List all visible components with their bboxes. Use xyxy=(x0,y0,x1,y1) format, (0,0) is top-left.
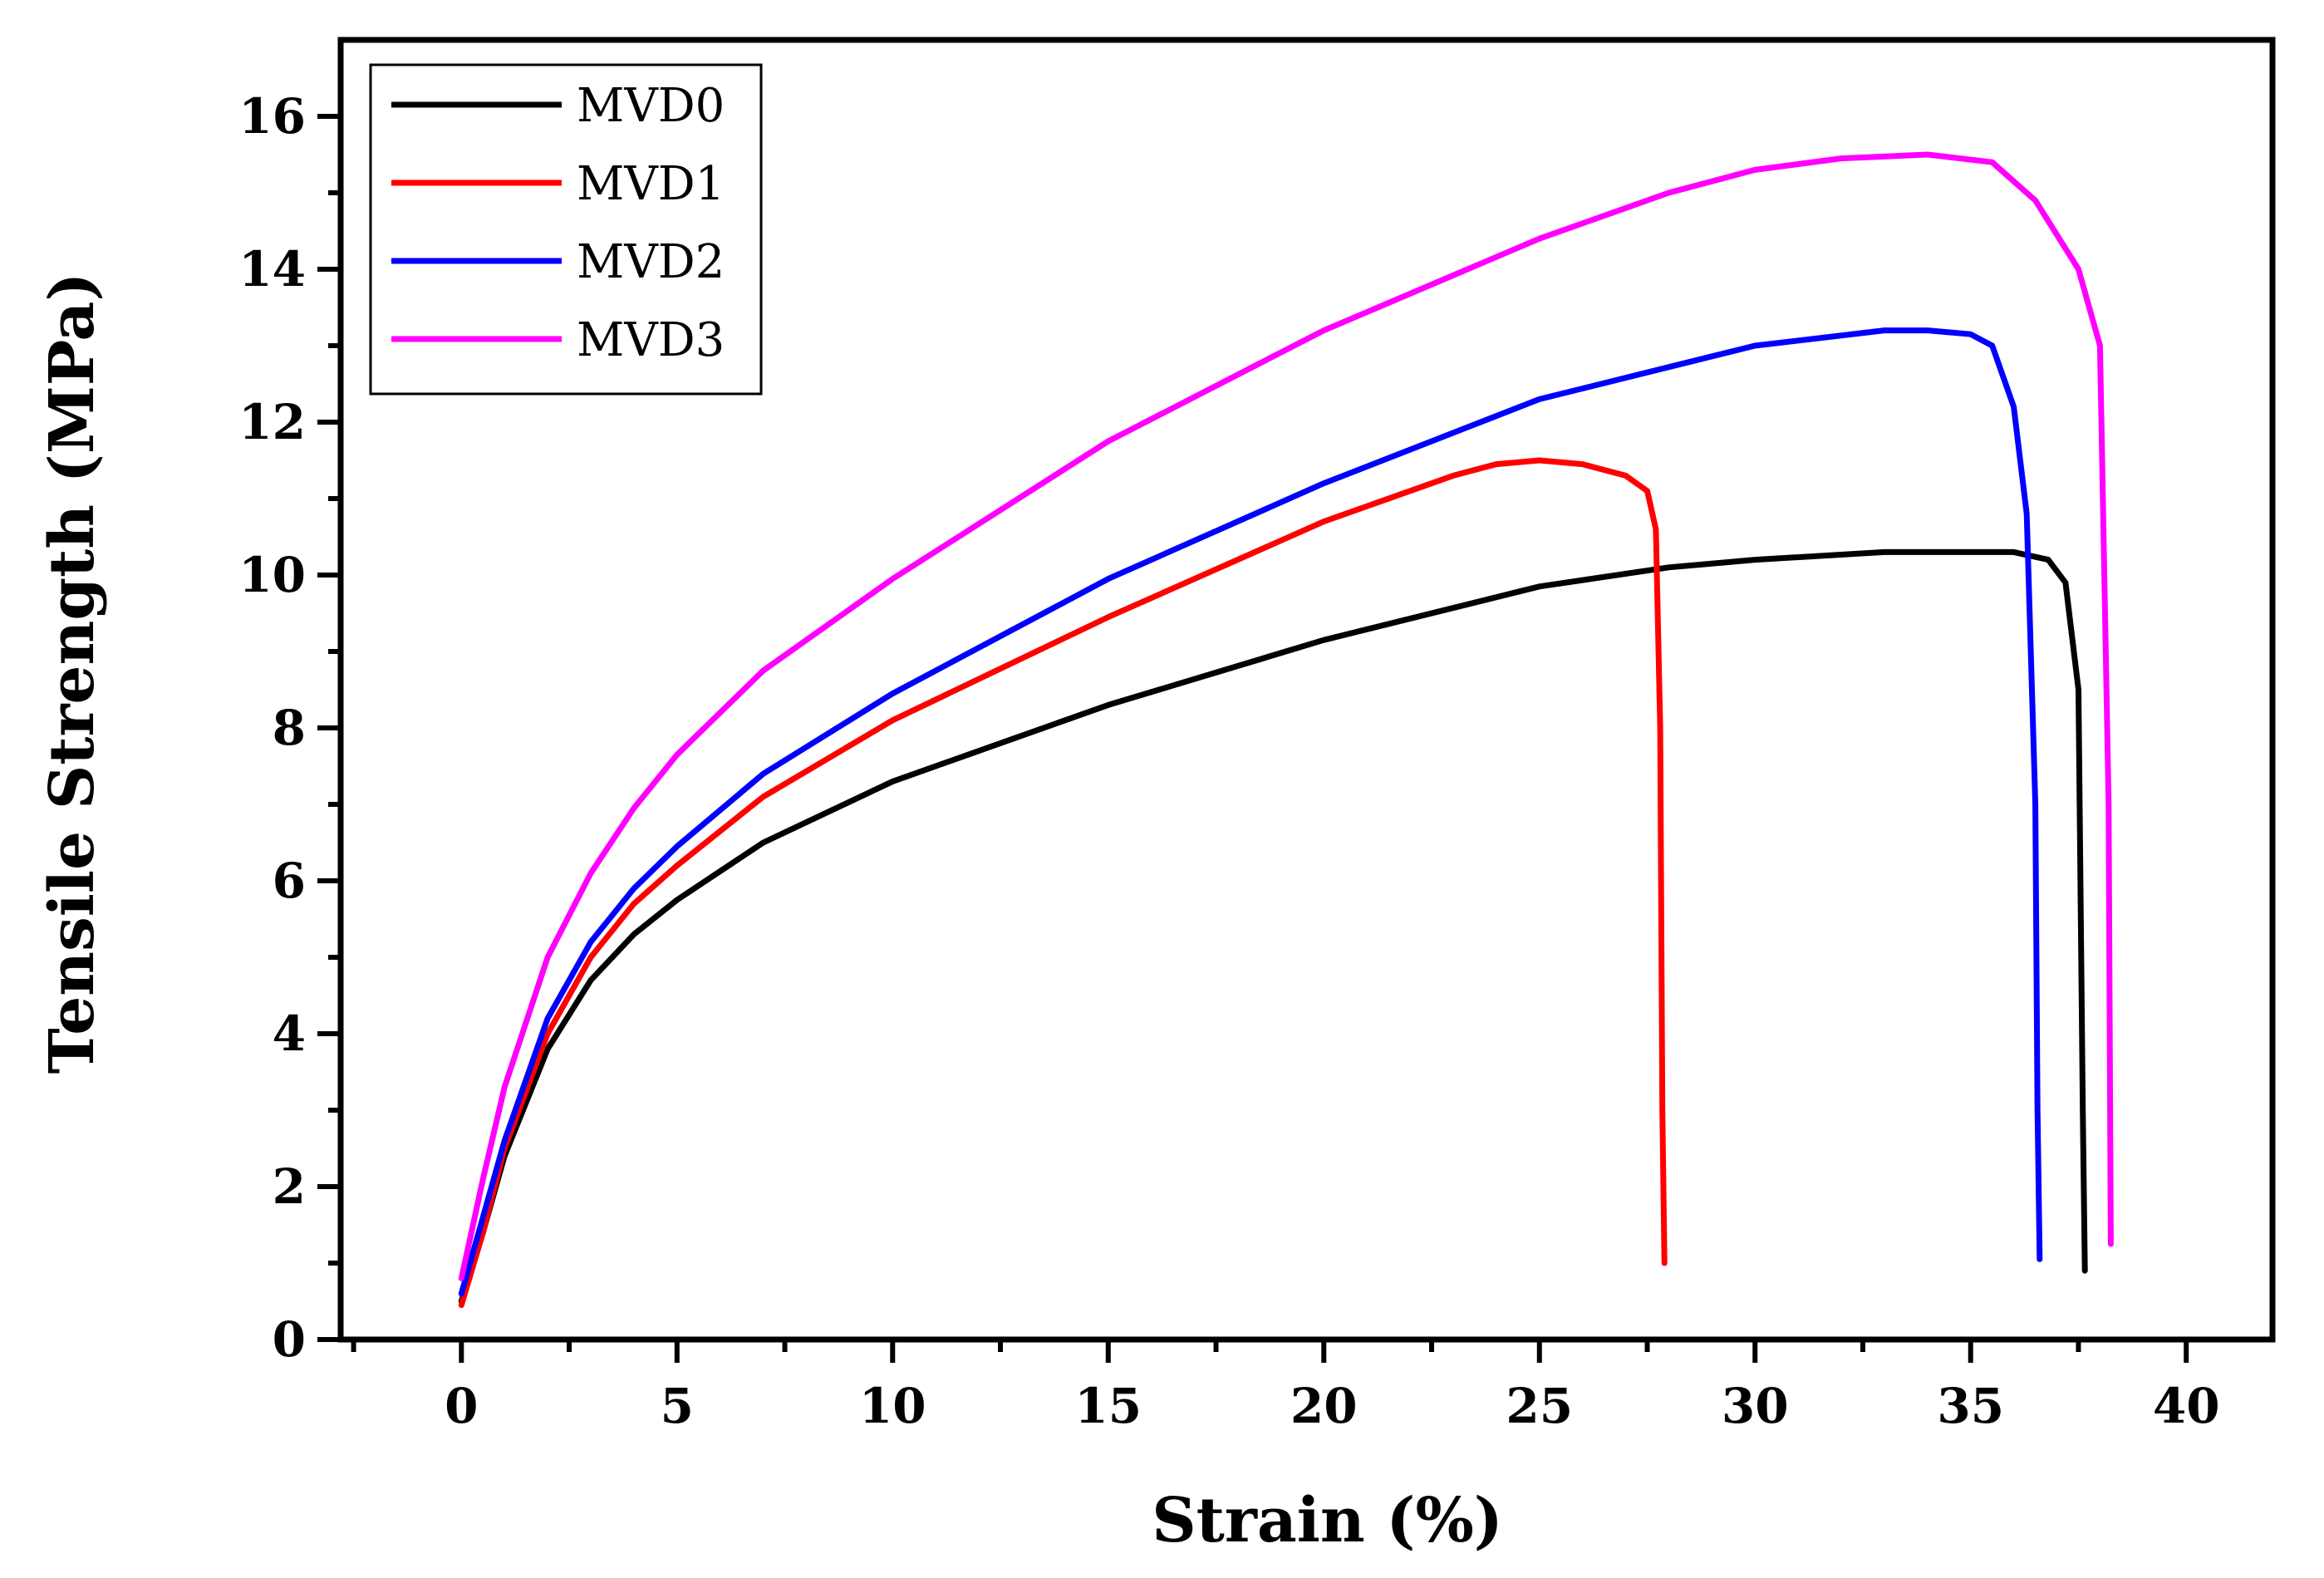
y-tick-label: 14 xyxy=(238,241,306,297)
legend-label: MVD2 xyxy=(577,235,725,289)
y-tick-label: 0 xyxy=(273,1311,306,1368)
y-tick-label: 4 xyxy=(273,1005,306,1062)
y-tick-label: 2 xyxy=(273,1158,306,1215)
plot-frame xyxy=(337,37,2276,1343)
x-tick-label: 15 xyxy=(1074,1378,1142,1434)
y-axis-ticks: 0 2 4 6 8 10 12 14 16 xyxy=(238,88,341,1368)
x-tick-label: 5 xyxy=(661,1378,694,1434)
y-tick-label: 8 xyxy=(273,700,306,756)
legend-label: MVD3 xyxy=(577,313,725,367)
series-layer xyxy=(458,151,2114,1309)
legend: MVD0 MVD1 MVD2 MVD3 xyxy=(369,63,763,396)
y-tick-label: 12 xyxy=(238,394,306,450)
y-tick-label: 16 xyxy=(238,88,306,145)
series-line-mvd2 xyxy=(458,327,2043,1297)
legend-label: MVD1 xyxy=(577,157,725,211)
y-axis-title: Tensile Strength (MPa) xyxy=(37,273,108,1074)
series-line-mvd0 xyxy=(458,548,2088,1305)
y-tick-label: 10 xyxy=(238,547,306,603)
x-tick-label: 0 xyxy=(445,1378,478,1434)
x-tick-label: 40 xyxy=(2153,1378,2220,1434)
x-tick-label: 20 xyxy=(1290,1378,1358,1434)
y-tick-label: 6 xyxy=(273,853,306,909)
x-tick-label: 10 xyxy=(859,1378,926,1434)
x-tick-label: 25 xyxy=(1506,1378,1573,1434)
x-tick-label: 35 xyxy=(1937,1378,2004,1434)
x-tick-label: 30 xyxy=(1722,1378,1789,1434)
legend-label: MVD0 xyxy=(577,79,725,133)
series-line-mvd1 xyxy=(458,457,1668,1309)
x-axis-ticks: 0 5 10 15 20 25 30 35 40 xyxy=(351,1340,2220,1434)
series-line-mvd3 xyxy=(458,151,2114,1281)
x-axis-title: Strain (%) xyxy=(1152,1485,1503,1556)
